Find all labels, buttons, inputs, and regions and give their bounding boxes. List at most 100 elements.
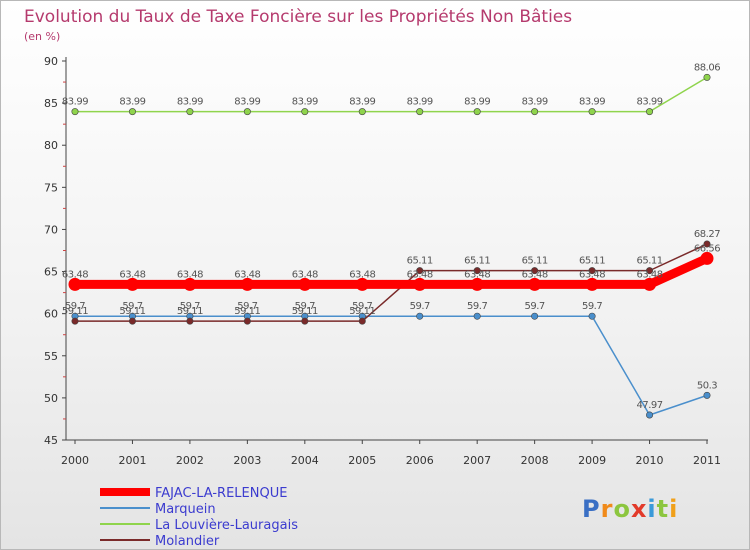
data-label: 83.99 [349, 97, 375, 108]
legend-label: FAJAC-LA-RELENQUE [155, 486, 287, 501]
data-label: 65.11 [636, 256, 662, 267]
data-point [240, 277, 254, 291]
data-point [358, 108, 366, 116]
data-label: 83.99 [177, 97, 203, 108]
data-point [298, 277, 312, 291]
data-point [301, 108, 309, 116]
data-label: 59.7 [122, 301, 142, 312]
data-point [588, 312, 596, 320]
y-tick-label: 55 [44, 350, 58, 363]
data-label: 63.48 [292, 269, 318, 280]
data-point [473, 108, 481, 116]
data-point [71, 108, 79, 116]
data-label: 59.7 [467, 301, 487, 312]
data-label: 88.06 [694, 62, 720, 73]
x-tick-label: 2008 [521, 454, 549, 467]
data-point [243, 108, 251, 116]
data-point [413, 277, 427, 291]
legend-label: Molandier [155, 534, 220, 549]
data-point [703, 73, 711, 81]
data-point [186, 108, 194, 116]
data-point [68, 277, 82, 291]
data-point [358, 317, 366, 325]
data-point [646, 411, 654, 419]
y-tick-label: 75 [44, 181, 58, 194]
data-point [71, 317, 79, 325]
data-point [531, 267, 539, 275]
data-point [585, 277, 599, 291]
data-label: 63.48 [579, 269, 605, 280]
data-label: 59.7 [582, 301, 602, 312]
data-label: 65.11 [522, 256, 548, 267]
data-point [243, 317, 251, 325]
data-label: 59.7 [237, 301, 257, 312]
data-label: 66.56 [694, 243, 720, 254]
data-label: 68.27 [694, 229, 720, 240]
x-tick-label: 2007 [463, 454, 491, 467]
data-label: 83.99 [579, 97, 605, 108]
data-label: 83.99 [234, 97, 260, 108]
x-tick-label: 2009 [578, 454, 606, 467]
y-tick-label: 60 [44, 308, 58, 321]
y-tick-label: 85 [44, 97, 58, 110]
data-label: 63.48 [62, 269, 88, 280]
data-point [183, 277, 197, 291]
series-line [74, 76, 708, 113]
chart-subtitle: (en %) [24, 30, 60, 43]
data-point [128, 317, 136, 325]
data-point [355, 277, 369, 291]
data-label: 59.7 [295, 301, 315, 312]
data-point [125, 277, 139, 291]
proxiti-logo: Proxiti [582, 495, 678, 523]
series-points [68, 73, 714, 419]
data-point [703, 391, 711, 399]
x-tick-label: 2001 [118, 454, 146, 467]
y-tick-label: 50 [44, 392, 58, 405]
data-label: 59.7 [180, 301, 200, 312]
legend-label: Marquein [155, 502, 216, 517]
data-point [416, 312, 424, 320]
data-point [470, 277, 484, 291]
data-label: 59.11 [62, 306, 88, 317]
data-label: 63.48 [522, 269, 548, 280]
data-label: 63.48 [349, 269, 375, 280]
y-tick-label: 45 [44, 434, 58, 447]
svg-text:Proxiti: Proxiti [582, 495, 678, 523]
x-tick-label: 2005 [348, 454, 376, 467]
data-point [128, 108, 136, 116]
x-tick-label: 2003 [233, 454, 261, 467]
data-label: 59.7 [65, 301, 85, 312]
series-line [74, 315, 708, 416]
data-point [646, 108, 654, 116]
chart-title: Evolution du Taux de Taxe Foncière sur l… [24, 7, 572, 27]
data-label: 63.48 [407, 269, 433, 280]
data-label: 59.11 [349, 306, 375, 317]
data-label: 83.99 [62, 97, 88, 108]
data-point [416, 108, 424, 116]
data-point [186, 317, 194, 325]
y-tick-label: 70 [44, 223, 58, 236]
data-label: 65.11 [407, 256, 433, 267]
x-tick-label: 2006 [406, 454, 434, 467]
y-tick-label: 90 [44, 55, 58, 68]
data-point [531, 108, 539, 116]
x-tick-label: 2000 [61, 454, 89, 467]
data-point [416, 267, 424, 275]
data-point [643, 277, 657, 291]
data-label: 83.99 [292, 97, 318, 108]
x-tick-label: 2002 [176, 454, 204, 467]
data-label: 63.48 [177, 269, 203, 280]
data-label: 83.99 [464, 97, 490, 108]
data-label: 63.48 [636, 269, 662, 280]
data-point [528, 277, 542, 291]
data-label: 83.99 [636, 97, 662, 108]
data-label: 63.48 [234, 269, 260, 280]
data-label: 59.7 [410, 301, 430, 312]
data-point [588, 267, 596, 275]
x-tick-label: 2010 [636, 454, 664, 467]
x-tick-label: 2004 [291, 454, 319, 467]
x-tick-label: 2011 [693, 454, 721, 467]
